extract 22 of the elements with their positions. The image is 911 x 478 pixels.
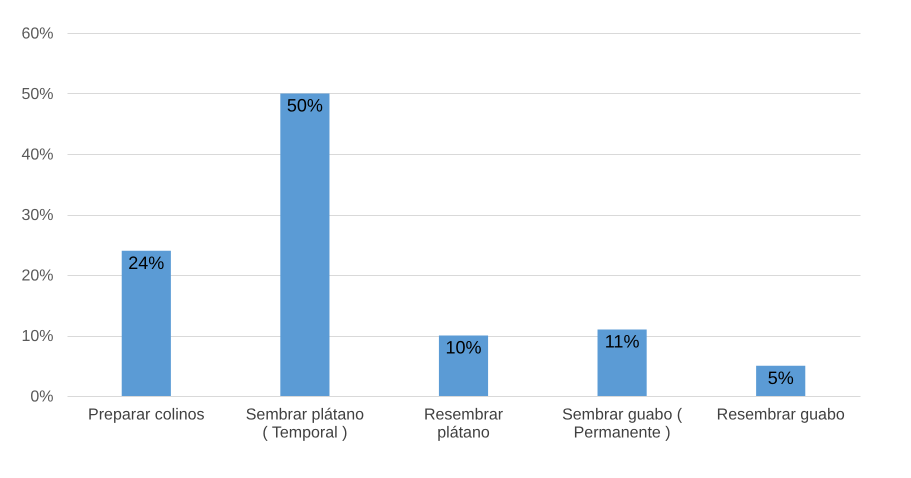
y-tick-label: 60% [21,26,54,42]
y-tick-label: 40% [21,146,54,164]
bar [756,366,806,396]
bar [438,336,488,396]
x-tick-label: Sembrar plátano ( Temporal ) [246,406,364,442]
x-tick-label: Sembrar guabo ( Permanente ) [562,406,683,442]
data-label: 11% [604,331,640,352]
y-tick-label: 20% [21,268,54,284]
data-label: 10% [445,338,482,358]
y-tick-label: 50% [21,86,54,103]
x-tick-label: Resembrar plátano [424,406,504,442]
y-tick-label: 10% [21,328,54,345]
x-tick-label: Resembrar guabo [716,406,845,424]
data-label: 50% [286,96,323,116]
y-tick-label: 30% [21,207,54,224]
x-tick-label: Preparar colinos [88,406,205,424]
bar [122,250,171,396]
data-label: 5% [768,368,794,388]
y-tick-label: 0% [30,388,54,406]
data-label: 24% [128,252,164,273]
bar [280,94,330,396]
bar [598,329,647,396]
